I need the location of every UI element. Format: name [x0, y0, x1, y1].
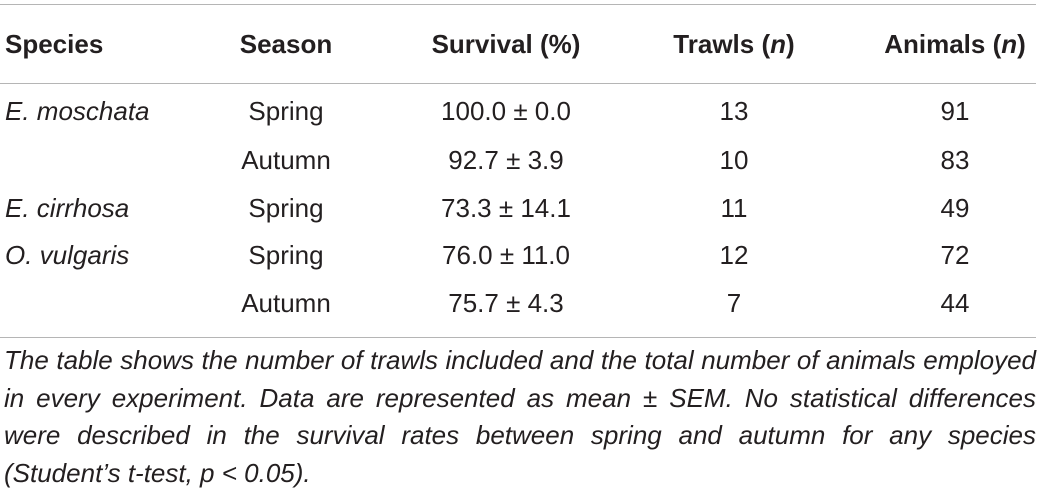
table-top-rule: [0, 4, 1036, 5]
cell-animals: 91: [940, 96, 970, 126]
cell-survival: 75.7 ± 4.3: [448, 288, 564, 318]
header-animals-suffix: ): [1017, 29, 1026, 59]
table-row: O. vulgaris Spring 76.0 ± 11.0 12 72: [0, 231, 1036, 279]
header-season: Season: [239, 29, 333, 59]
header-trawls: Trawls (n): [672, 24, 796, 64]
cell-animals: 83: [940, 145, 970, 175]
header-bottom-rule: [0, 83, 1036, 84]
cell-trawls: 10: [719, 145, 749, 175]
header-animals-n: n: [1001, 29, 1018, 59]
cell-season: Spring: [248, 96, 324, 126]
header-animals: Animals (n): [880, 24, 1030, 64]
table-row: E. cirrhosa Spring 73.3 ± 14.1 11 49: [0, 184, 1036, 232]
table-footnote: The table shows the number of trawls inc…: [4, 345, 1036, 488]
table-row: E. moschata Spring 100.0 ± 0.0 13 91: [0, 87, 1036, 135]
cell-species: E. cirrhosa: [5, 193, 130, 223]
cell-trawls: 11: [720, 193, 748, 223]
header-trawls-n: n: [770, 29, 787, 59]
cell-trawls: 13: [719, 96, 749, 126]
cell-trawls: 12: [719, 240, 749, 270]
header-species: Species: [5, 29, 104, 59]
cell-survival: 73.3 ± 14.1: [441, 193, 571, 223]
cell-survival: 100.0 ± 0.0: [441, 96, 571, 126]
header-trawls-suffix: ): [786, 29, 795, 59]
cell-season: Spring: [248, 193, 324, 223]
cell-season: Spring: [248, 240, 324, 270]
table-row: Autumn 92.7 ± 3.9 10 83: [0, 136, 1036, 184]
cell-species: O. vulgaris: [5, 240, 130, 270]
cell-species: E. moschata: [5, 96, 150, 126]
cell-animals: 72: [940, 240, 970, 270]
cell-survival: 76.0 ± 11.0: [442, 240, 570, 270]
cell-trawls: 7: [726, 288, 742, 318]
cell-survival: 92.7 ± 3.9: [448, 145, 564, 175]
cell-animals: 49: [940, 193, 970, 223]
table-bottom-rule: [0, 337, 1036, 338]
cell-season: Autumn: [241, 145, 331, 175]
header-survival: Survival (%): [431, 29, 581, 59]
cell-animals: 44: [940, 288, 970, 318]
header-animals-prefix: Animals (: [884, 29, 1002, 59]
cell-season: Autumn: [241, 288, 331, 318]
header-trawls-prefix: Trawls (: [673, 29, 771, 59]
table-row: Autumn 75.7 ± 4.3 7 44: [0, 279, 1036, 327]
